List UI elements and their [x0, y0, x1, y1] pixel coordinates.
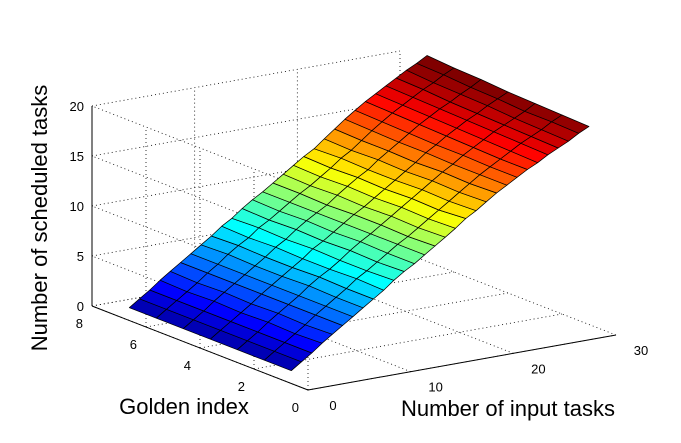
y-tick-label: 0: [292, 400, 299, 415]
y-tick-label: 2: [238, 379, 245, 394]
axis-line: [307, 334, 617, 391]
axis-line: [91, 305, 309, 391]
y-tick-label: 4: [184, 358, 191, 373]
grid-line: [253, 313, 563, 370]
y-tick-label: 6: [130, 337, 137, 352]
x-tick-label: 20: [531, 361, 545, 376]
surface-layer: [128, 55, 590, 372]
grid-line: [91, 100, 401, 157]
x-tick-label: 0: [329, 398, 336, 413]
z-tick-label: 0: [77, 299, 84, 314]
x-tick-label: 10: [428, 380, 442, 395]
y-tick-label: 8: [76, 316, 83, 331]
surface-patch: [551, 114, 590, 134]
ticks-layer: 0 5 10 15 20 0 2 4 6 8 0 10 20 30: [70, 99, 649, 415]
z-axis-label: Number of scheduled tasks: [27, 85, 52, 352]
x-tick-label: 30: [634, 343, 648, 358]
y-axis-label: Golden index: [119, 394, 249, 419]
grid-line: [91, 105, 309, 191]
z-tick-label: 5: [77, 249, 84, 264]
grid-line: [91, 50, 401, 107]
z-tick-label: 20: [70, 99, 84, 114]
z-tick-label: 10: [70, 199, 84, 214]
x-axis-label: Number of input tasks: [401, 396, 615, 421]
z-tick-label: 15: [70, 149, 84, 164]
